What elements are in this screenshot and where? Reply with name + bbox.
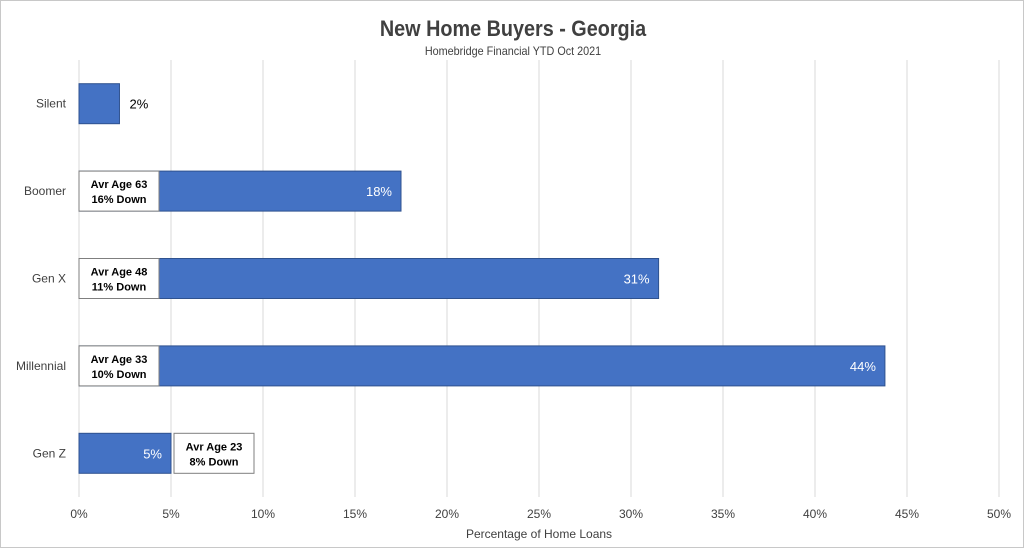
y-category-label: Millennial [16,359,66,373]
x-tick-label: 40% [803,507,827,521]
x-tick-label: 20% [435,507,459,521]
annotation-down: 11% Down [92,282,147,294]
bar [78,432,172,474]
bar [78,345,886,387]
data-label: 31% [624,272,650,287]
bar [78,258,660,299]
x-axis-label: Percentage of Home Loans [466,527,612,541]
annotation-age: Avr Age 63 [91,179,148,191]
data-label: 44% [850,359,876,374]
x-tick-label: 15% [343,507,367,521]
chart-title: New Home Buyers - Georgia [379,16,647,41]
y-category-label: Gen X [32,272,66,286]
x-tick-label: 50% [987,507,1011,521]
x-tick-label: 30% [619,507,643,521]
annotation-box [78,345,160,387]
bar [78,83,120,125]
annotation-age: Avr Age 33 [91,354,148,366]
chart-subtitle: Homebridge Financial YTD Oct 2021 [424,44,602,58]
x-tick-label: 10% [251,507,275,521]
annotation-down: 8% Down [190,456,239,468]
x-tick-label: 25% [527,507,551,521]
data-label: 18% [366,184,392,199]
x-tick-label: 45% [895,507,919,521]
annotation-down: 16% Down [91,194,146,206]
x-tick-label: 35% [711,507,735,521]
y-category-label: Gen Z [33,446,66,460]
annotation-box [78,258,160,299]
annotation-age: Avr Age 23 [186,441,243,453]
y-category-label: Boomer [24,184,66,198]
annotation-age: Avr Age 48 [91,267,148,279]
x-tick-label: 5% [162,507,180,521]
x-tick-label: 0% [70,507,88,521]
annotation-box [78,170,160,212]
y-category-label: Silent [36,97,67,111]
data-label: 5% [143,446,162,461]
annotation-box [173,432,255,474]
annotation-down: 10% Down [91,369,146,381]
data-label: 2% [129,97,148,112]
